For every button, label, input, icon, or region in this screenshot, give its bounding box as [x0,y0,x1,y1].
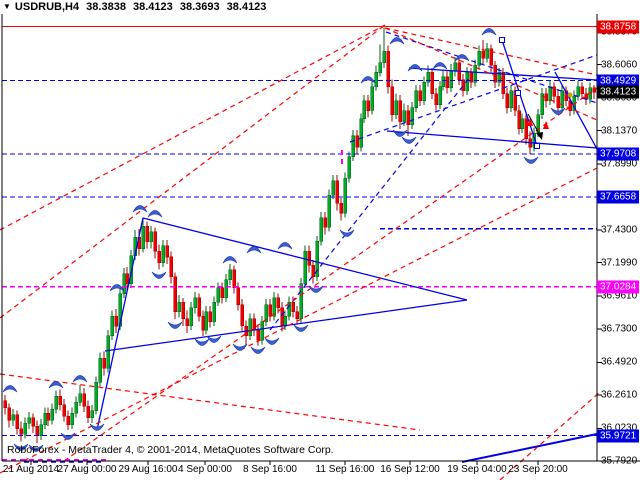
price-tick-label: 38.1370 [601,125,638,137]
time-axis-label: 11 Sep 16:00 [315,464,375,475]
price-tick-label: 36.7300 [601,323,638,335]
price-level-label: 35.9721 [597,429,639,442]
chart-expand-icon[interactable]: ▼ [3,2,11,11]
time-axis-label: 8 Sep 16:00 [243,464,297,475]
time-axis-label: 4 Sep 00:00 [178,464,232,475]
gold-dot-marker [567,92,573,98]
time-axis-label: 19 Sep 04:00 [447,464,507,475]
price-tick-label: 36.0230 [601,423,637,434]
price-tick-label: 36.2610 [601,389,638,401]
red-arrow-up-icon [543,121,549,129]
chart-symbol-period: USDRUB,H4 [14,1,80,13]
price-level-label: 37.6658 [597,190,639,204]
platform-copyright: RoboForex - MetaTrader 4, © 2001-2014, M… [7,444,334,456]
time-axis-label: 21 Aug 2014 [2,464,60,475]
selection-squares [499,37,540,149]
price-tick-label: 37.8990 [601,158,638,170]
price-tick-label: 35.7920 [601,455,638,467]
price-tick-label: 37.4300 [601,224,638,236]
price-level-label: 37.9708 [597,147,639,161]
time-axis-label: 23 Sep 20:00 [508,464,568,475]
price-tick-label: 36.9610 [601,290,638,302]
time-axis-label: 16 Sep 12:00 [380,464,440,475]
red-arrow-up-icon [527,118,533,126]
price-tick-label: 38.6060 [601,59,638,70]
ohlc-high: 38.4123 [133,1,173,13]
price-level-label: 38.8758 [597,20,639,33]
price-tick-label: 37.1990 [601,257,638,269]
fractal-arrows [2,28,566,452]
ohlc-low: 38.3693 [179,1,220,13]
level-lines [2,25,597,437]
candles [3,27,596,443]
price-level-label: 37.0284 [597,280,639,294]
price-tick-label: 36.4920 [601,356,638,368]
time-axis-label: 27 Aug 00:00 [57,464,117,475]
chart-title: ▼ USDRUB,H4 38.3838 38.4123 38.3693 38.41… [3,1,270,13]
black-arrow-icon [527,113,543,140]
price-level-label: 38.4929 [597,74,639,87]
price-level-label: 38.4123 [597,85,639,99]
ohlc-open: 38.3838 [86,1,126,13]
time-axis-label: 29 Aug 16:00 [118,464,178,475]
ohlc-close: 38.4123 [226,1,267,13]
